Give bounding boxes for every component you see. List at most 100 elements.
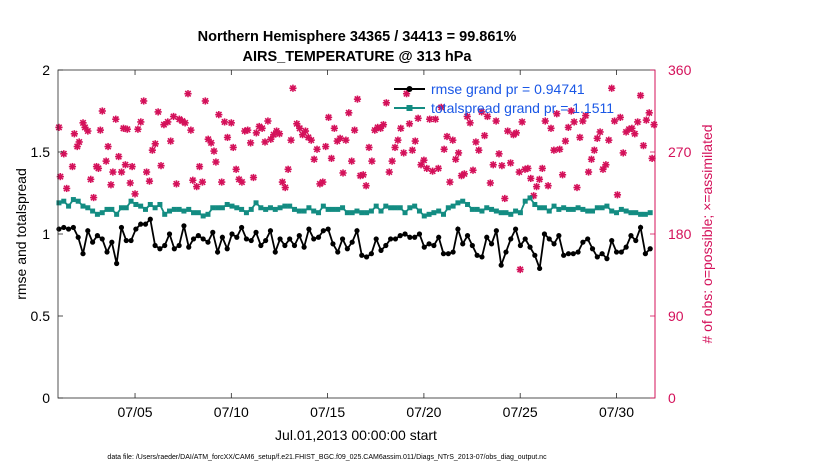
rmse-point: [388, 236, 394, 242]
obs-marker-stroke: [443, 133, 451, 140]
obs-marker: [75, 138, 83, 146]
obs-marker: [169, 112, 178, 121]
obs-marker: [417, 161, 425, 169]
spread-point: [205, 211, 211, 217]
spread-point: [61, 198, 67, 204]
obs-marker: [368, 157, 376, 165]
obs-marker: [400, 149, 408, 157]
obs-marker-stroke: [339, 169, 347, 177]
obs-marker: [397, 124, 405, 132]
spread-point: [618, 206, 624, 212]
obs-marker-stroke: [250, 174, 257, 181]
obs-marker: [68, 162, 77, 171]
rmse-point: [354, 228, 360, 234]
obs-marker: [472, 138, 480, 146]
obs-marker: [414, 114, 422, 122]
spread-point: [546, 208, 552, 214]
obs-marker-stroke: [461, 170, 468, 178]
rmse-point: [460, 241, 466, 247]
spread-point: [440, 211, 446, 217]
obs-marker-stroke: [199, 178, 206, 186]
spread-point: [123, 205, 129, 211]
y-axis-left-label: rmse and totalspread: [13, 168, 29, 300]
obs-marker-stroke: [276, 130, 283, 138]
obs-marker-stroke: [417, 161, 425, 169]
obs-marker: [631, 130, 639, 138]
obs-marker-stroke: [593, 135, 601, 142]
rmse-point: [234, 234, 240, 240]
spread-point: [412, 203, 418, 209]
obs-marker: [198, 178, 207, 186]
obs-series: [55, 84, 658, 274]
rmse-point: [157, 246, 163, 252]
obs-marker-stroke: [631, 130, 639, 138]
obs-marker: [423, 164, 431, 172]
spread-point: [118, 205, 124, 211]
spread-point: [311, 208, 317, 214]
obs-marker-stroke: [648, 155, 656, 162]
rmse-point: [80, 251, 86, 257]
spread-point: [296, 208, 302, 214]
rmse-point: [210, 229, 216, 235]
obs-marker-stroke: [591, 146, 598, 154]
rmse-point: [224, 246, 230, 252]
obs-marker-stroke: [579, 117, 587, 125]
obs-marker: [576, 133, 584, 142]
rmse-point: [296, 233, 302, 239]
spread-point: [575, 205, 581, 211]
rmse-point: [109, 239, 115, 245]
obs-marker-stroke: [302, 127, 309, 135]
obs-marker-stroke: [289, 84, 297, 92]
rmse-point: [359, 252, 365, 258]
rmse-point: [291, 242, 298, 249]
rmse-point: [498, 262, 504, 268]
obs-marker: [284, 165, 292, 173]
rmse-point: [315, 234, 322, 240]
rmse-point: [508, 236, 514, 242]
obs-marker: [319, 178, 327, 186]
rmse-point: [426, 241, 432, 247]
obs-marker: [391, 143, 399, 152]
obs-marker-stroke: [273, 127, 280, 135]
obs-marker-stroke: [397, 125, 405, 132]
obs-marker-stroke: [212, 158, 220, 166]
obs-marker: [261, 138, 269, 146]
obs-marker: [172, 180, 181, 188]
obs-marker: [483, 112, 492, 121]
obs-marker: [212, 158, 220, 166]
obs-marker-stroke: [565, 124, 572, 131]
rmse-point: [363, 254, 370, 260]
obs-marker-stroke: [567, 107, 575, 115]
obs-marker-stroke: [87, 176, 95, 183]
spread-point: [224, 201, 230, 207]
obs-marker: [642, 116, 650, 124]
x-axis-label: Jul.01,2013 00:00:00 start: [275, 427, 437, 443]
rmse-point: [580, 239, 586, 245]
spread-point: [416, 208, 422, 214]
rmse-point: [594, 254, 600, 260]
x-tick-label: 07/15: [310, 404, 345, 420]
spread-point: [195, 210, 201, 216]
obs-marker: [426, 115, 434, 123]
rmse-point: [488, 241, 495, 247]
rmse-point: [537, 265, 543, 272]
spread-point: [508, 211, 514, 217]
rmse-point: [248, 237, 254, 244]
obs-marker-stroke: [550, 146, 558, 154]
obs-marker: [463, 112, 471, 121]
obs-marker-stroke: [455, 149, 462, 157]
rmse-point: [503, 249, 509, 255]
obs-marker: [238, 178, 246, 186]
obs-marker: [275, 130, 284, 138]
obs-marker-stroke: [573, 184, 581, 191]
obs-marker: [131, 190, 139, 198]
obs-marker: [278, 178, 286, 186]
legend-spread-label: totalspread grand pr = 1.1511: [431, 100, 614, 116]
obs-marker: [584, 168, 593, 176]
spread-point: [157, 201, 163, 207]
spread-point: [277, 205, 283, 211]
obs-marker: [486, 179, 494, 187]
obs-marker-stroke: [449, 136, 457, 144]
rmse-point: [287, 236, 293, 242]
obs-marker: [227, 119, 235, 127]
